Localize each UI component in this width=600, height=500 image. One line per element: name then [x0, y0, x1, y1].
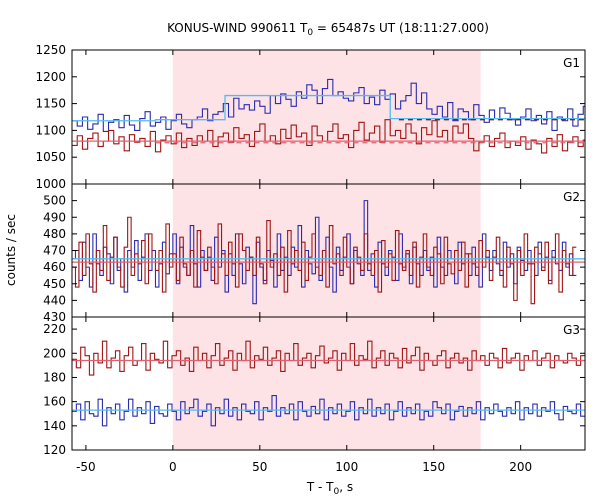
panel-label: G2: [563, 190, 580, 204]
y-tick-label: 220: [43, 322, 66, 336]
chart-title-subscript: 0: [307, 28, 313, 38]
series-red-1: [72, 119, 585, 154]
panel-label: G1: [563, 56, 580, 70]
panel-plot-area: [72, 78, 585, 154]
x-axis-label-rest: , s: [339, 480, 353, 494]
x-axis-label-subscript: 0: [334, 487, 340, 497]
y-tick-label: 460: [43, 260, 66, 274]
x-tick-label: 200: [509, 460, 532, 474]
y-tick-label: 160: [43, 395, 66, 409]
y-tick-label: 1000: [35, 177, 66, 191]
chart-title-rest: = 65487s UT (18:11:27.000): [313, 21, 489, 35]
shaded-interval: [172, 317, 481, 450]
shaded-interval: [172, 50, 481, 184]
y-tick-label: 1100: [35, 123, 66, 137]
y-tick-label: 470: [43, 244, 66, 258]
series-red-1: [72, 216, 577, 305]
y-tick-label: 140: [43, 419, 66, 433]
y-tick-label: 1050: [35, 150, 66, 164]
panel-plot-area: [72, 340, 585, 427]
panel-plot-area: [72, 200, 585, 305]
x-tick-label: -50: [76, 460, 96, 474]
panel-g2: 430 440 450 460 470 480 490 500 G2: [43, 183, 586, 324]
shaded-interval: [172, 184, 481, 317]
y-tick-label: 430: [43, 310, 66, 324]
y-tick-label: 500: [43, 194, 66, 208]
y-tick-label: 1250: [35, 43, 66, 57]
y-tick-label: 1150: [35, 97, 66, 111]
x-tick-label: 150: [422, 460, 445, 474]
panel-frame: [71, 316, 586, 451]
chart-title: KONUS-WIND 990611 T0 = 65487s UT (18:11:…: [167, 21, 489, 38]
y-axis-label: counts / sec: [4, 214, 18, 286]
y-tick-label: 120: [43, 443, 66, 457]
x-axis-label: T - T0, s: [306, 480, 353, 497]
x-tick-label: 100: [335, 460, 358, 474]
series-blue-0: [72, 78, 585, 133]
x-tick-label: 0: [169, 460, 177, 474]
panel-g3: 120 140 160 180 200 220 G3: [43, 316, 586, 457]
y-tick-label: 1200: [35, 70, 66, 84]
series-background-blue-2: [72, 94, 585, 122]
y-tick-label: 180: [43, 370, 66, 384]
y-tick-label: 490: [43, 210, 66, 224]
y-tick-label: 480: [43, 227, 66, 241]
x-axis-label-main: T - T: [306, 480, 334, 494]
panel-g1: 1000 1050 1100 1150 1200 1250 G1: [35, 43, 586, 191]
panel-label: G3: [563, 323, 580, 337]
x-tick-label: 50: [252, 460, 267, 474]
y-tick-label: 450: [43, 277, 66, 291]
panels: 100010501100115012001250G143044045046047…: [35, 43, 586, 474]
y-tick-label: 200: [43, 346, 66, 360]
y-tick-label: 440: [43, 293, 66, 307]
chart-title-main: KONUS-WIND 990611 T: [167, 21, 308, 35]
